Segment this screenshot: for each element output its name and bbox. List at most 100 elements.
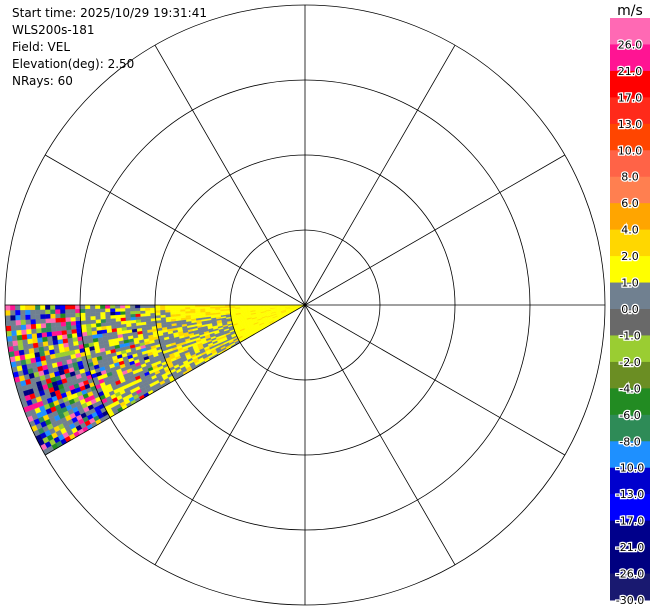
velocity-cell <box>149 307 156 311</box>
velocity-cell <box>114 308 121 312</box>
colorbar-swatch <box>610 18 650 45</box>
velocity-cell <box>61 329 67 336</box>
velocity-cell <box>16 339 23 346</box>
velocity-cell <box>5 325 12 332</box>
velocity-cell <box>104 304 111 309</box>
azimuth-spoke <box>304 154 566 306</box>
velocity-cell <box>70 324 77 330</box>
velocity-cell <box>14 304 21 311</box>
velocity-cell <box>104 308 111 313</box>
velocity-cell <box>40 322 47 329</box>
velocity-cell <box>105 321 112 327</box>
velocity-cell <box>179 306 186 310</box>
velocity-cell <box>49 309 56 315</box>
colorbar: m/s 26.0 21.0 17.0 13.0 10.0 8.0 6.0 4.0 2.0 1.0 0.… <box>610 3 650 608</box>
velocity-cell <box>80 316 86 321</box>
velocity-cell <box>115 320 122 326</box>
velocity-cell <box>81 327 87 333</box>
velocity-cell <box>45 322 52 328</box>
velocity-cell <box>70 316 76 322</box>
nrays-label: NRays: 60 <box>12 74 73 88</box>
velocity-cell <box>80 324 87 329</box>
colorbar-tick-label: -4.0 <box>619 382 640 395</box>
velocity-cell <box>105 315 111 320</box>
velocity-cell <box>51 330 58 337</box>
velocity-cell <box>54 313 61 319</box>
velocity-cell <box>209 306 216 309</box>
velocity-cell <box>64 308 71 314</box>
velocity-cell <box>13 350 20 357</box>
velocity-cell <box>110 321 117 326</box>
velocity-cell <box>76 328 82 334</box>
colorbar-tick-label: -13.0 <box>616 488 644 501</box>
velocity-sector <box>4 304 306 456</box>
velocity-cell <box>20 329 27 335</box>
velocity-cell <box>194 308 201 311</box>
velocity-cell <box>149 310 156 314</box>
velocity-cell <box>129 310 136 315</box>
velocity-cell <box>29 309 36 315</box>
velocity-cell <box>60 321 67 327</box>
velocity-cell <box>95 326 102 331</box>
velocity-cell <box>74 304 81 310</box>
velocity-cell <box>85 323 92 329</box>
velocity-cell <box>179 309 186 312</box>
colorbar-swatch <box>610 203 650 231</box>
velocity-cell <box>26 338 33 345</box>
velocity-cell <box>104 311 111 316</box>
colorbar-tick-label: 21.0 <box>618 65 643 78</box>
velocity-cell <box>42 341 49 347</box>
velocity-cell <box>44 304 51 310</box>
azimuth-spoke <box>304 304 456 566</box>
velocity-cell <box>84 304 91 309</box>
colorbar-tick-label: -21.0 <box>616 541 644 554</box>
velocity-cell <box>55 321 62 327</box>
velocity-cell <box>4 309 11 316</box>
velocity-cell <box>40 313 46 320</box>
velocity-cell <box>18 349 25 356</box>
velocity-cell <box>114 304 121 309</box>
velocity-cell <box>91 326 97 332</box>
velocity-cell <box>62 338 69 344</box>
colorbar-swatch <box>610 256 650 284</box>
velocity-cell <box>109 304 116 309</box>
velocity-cell <box>80 320 86 325</box>
velocity-cell <box>169 307 176 310</box>
velocity-cell <box>95 319 101 324</box>
velocity-cell <box>95 315 101 320</box>
colorbar-tick-label: -17.0 <box>616 515 644 528</box>
velocity-cell <box>9 309 16 316</box>
velocity-cell <box>100 318 106 324</box>
velocity-cell <box>33 347 40 353</box>
velocity-cell <box>45 313 51 319</box>
velocity-cell <box>16 334 23 341</box>
velocity-cell <box>15 314 21 321</box>
velocity-cell <box>56 334 63 340</box>
velocity-cell <box>46 331 53 337</box>
velocity-cell <box>10 325 17 331</box>
velocity-cell <box>130 313 136 318</box>
velocity-cell <box>139 307 146 311</box>
velocity-cell <box>94 304 101 309</box>
colorbar-swatch <box>610 573 650 601</box>
velocity-cell <box>5 315 11 321</box>
velocity-cell <box>20 314 26 321</box>
velocity-cell <box>115 317 121 322</box>
velocity-cell <box>10 330 17 337</box>
velocity-cell <box>79 308 86 314</box>
velocity-cell <box>59 304 66 310</box>
velocity-cell <box>15 319 21 326</box>
velocity-cell <box>89 312 96 317</box>
velocity-cell <box>109 308 116 312</box>
velocity-cell <box>84 308 91 313</box>
colorbar-swatch <box>610 361 650 389</box>
velocity-cell <box>130 316 136 321</box>
velocity-cell <box>25 314 31 320</box>
velocity-cell <box>149 304 156 308</box>
velocity-cell <box>23 348 30 355</box>
velocity-cell <box>184 306 191 310</box>
velocity-cell <box>36 332 43 339</box>
velocity-cell <box>70 320 77 326</box>
velocity-cell <box>55 317 61 323</box>
velocity-cell <box>57 338 64 345</box>
